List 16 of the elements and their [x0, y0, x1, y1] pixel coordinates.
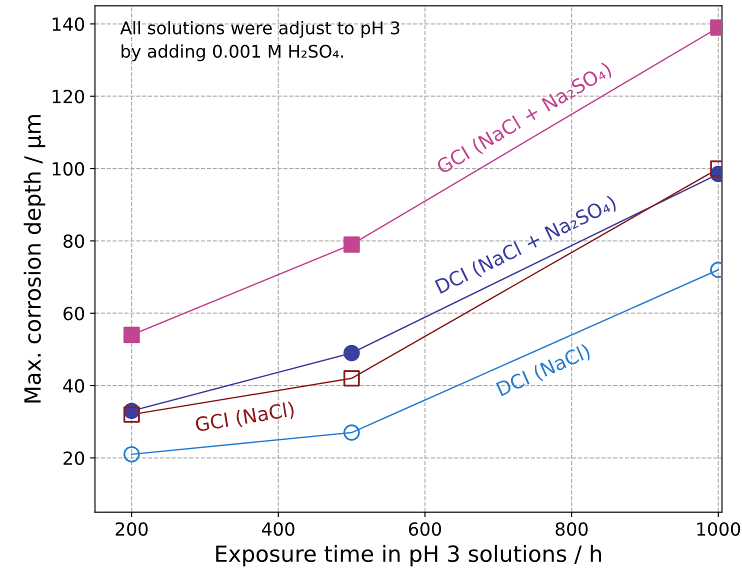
x-tick-label: 200: [116, 522, 148, 536]
y-tick-label: 120: [52, 90, 84, 104]
x-tick-label: 400: [262, 522, 294, 536]
x-tick-label: 800: [556, 522, 588, 536]
x-axis-title: Exposure time in pH 3 solutions / h: [216, 544, 602, 566]
y-tick-label: 80: [64, 234, 84, 248]
x-tick-label: 600: [409, 522, 442, 536]
y-axis-title: Max. corrosion depth / µm: [24, 115, 46, 403]
annotation: All solutions were adjust to pH 3 by adding 0.001 M H₂SO₄.: [120, 21, 400, 62]
x-tick-label: 1000: [697, 522, 740, 536]
text: GCI (NaCl): [194, 401, 295, 434]
y-tick-label: 40: [63, 379, 84, 393]
y-tick-label: 100: [52, 162, 84, 176]
y-tick-label: 60: [64, 306, 84, 320]
y-tick-label: 140: [52, 17, 84, 32]
y-tick-label: 20: [64, 451, 84, 466]
